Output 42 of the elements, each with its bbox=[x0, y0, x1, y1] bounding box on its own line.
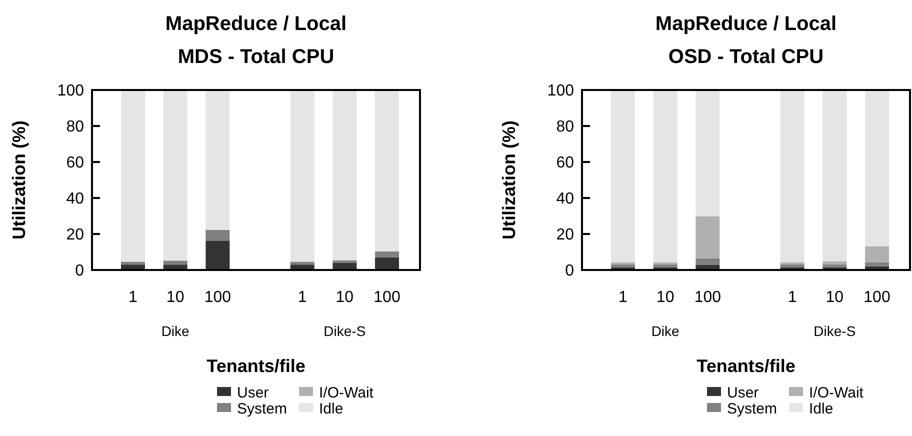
y-tick-label: 60 bbox=[556, 154, 574, 172]
x-tick-label: 100 bbox=[204, 289, 232, 306]
legend-label: User bbox=[237, 384, 269, 402]
y-tick-label: 0 bbox=[565, 262, 574, 280]
x-tick-label: 10 bbox=[336, 289, 354, 306]
chart-title: MapReduce / Local OSD - Total CPU bbox=[655, 13, 837, 68]
y-tick-label: 100 bbox=[57, 82, 84, 100]
legend-label: I/O-Wait bbox=[319, 384, 374, 402]
x-tick-label: 100 bbox=[864, 289, 890, 306]
y-tick-label: 100 bbox=[547, 82, 574, 100]
legend-label: User bbox=[727, 384, 759, 402]
y-axis-title: Utilization (%) bbox=[499, 120, 519, 240]
y-tick-label: 0 bbox=[75, 262, 84, 280]
x-tick-label: 10 bbox=[166, 289, 184, 306]
x-tick-label: 1 bbox=[788, 289, 797, 306]
x-axis-title: Tenants/file bbox=[696, 356, 796, 376]
legend-label: Idle bbox=[319, 400, 344, 418]
y-tick-label: 20 bbox=[66, 226, 84, 244]
text: Dike bbox=[651, 323, 680, 339]
x-tick-label: 100 bbox=[694, 289, 722, 306]
text: Dike bbox=[161, 323, 190, 339]
x-axis-title: Tenants/file bbox=[206, 356, 306, 376]
x-tick-label: 1 bbox=[128, 289, 138, 306]
y-tick-label: 20 bbox=[556, 226, 574, 244]
legend-label: I/O-Wait bbox=[809, 384, 864, 402]
chart-title: MapReduce / Local MDS - Total CPU bbox=[165, 13, 347, 68]
legend-label: System bbox=[237, 400, 288, 418]
legend-label: System bbox=[727, 400, 778, 418]
x-tick-label: 100 bbox=[374, 289, 400, 306]
text: Dike-S bbox=[814, 323, 856, 339]
x-tick-label: 10 bbox=[656, 289, 674, 306]
y-axis-title: Utilization (%) bbox=[9, 120, 29, 240]
x-tick-label: 10 bbox=[826, 289, 844, 306]
y-tick-label: 80 bbox=[66, 118, 84, 136]
y-tick-label: 40 bbox=[556, 190, 574, 208]
y-tick-label: 60 bbox=[66, 154, 84, 172]
x-tick-label: 1 bbox=[298, 289, 307, 306]
text: Dike-S bbox=[324, 323, 366, 339]
x-tick-label: 1 bbox=[618, 289, 628, 306]
y-tick-label: 40 bbox=[66, 190, 84, 208]
y-tick-label: 80 bbox=[556, 118, 574, 136]
legend-label: Idle bbox=[809, 400, 834, 418]
